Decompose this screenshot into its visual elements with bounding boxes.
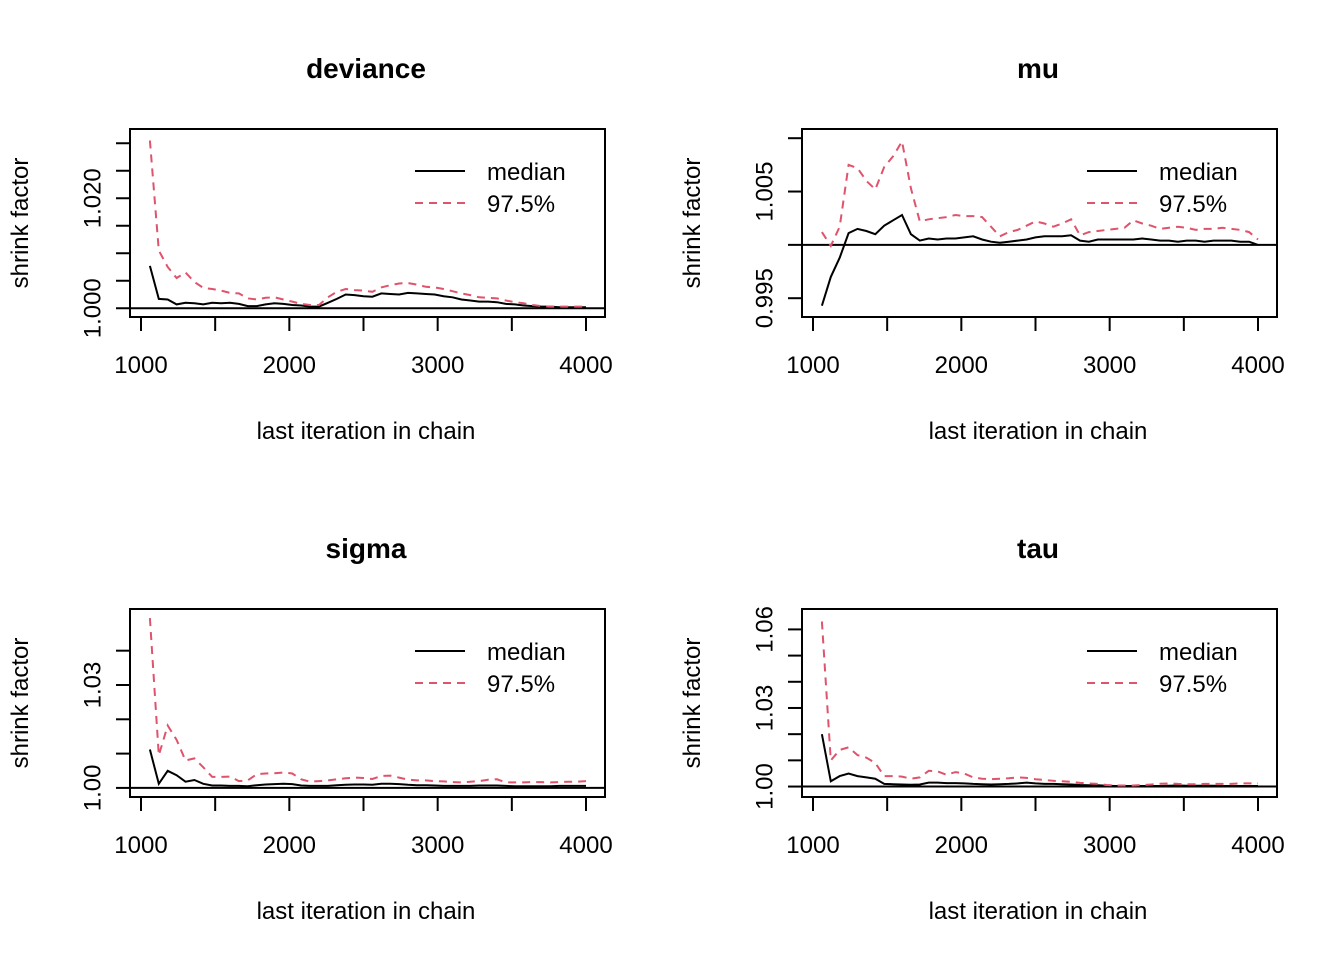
legend-label-median: median (487, 639, 566, 666)
y-axis-label: shrink factor (7, 158, 34, 289)
y-tick-label: 0.995 (751, 268, 778, 328)
x-axis-label: last iteration in chain (257, 418, 476, 445)
y-axis-label: shrink factor (679, 638, 706, 769)
panel-title: sigma (326, 533, 407, 564)
series-line-upper (148, 140, 586, 308)
legend-label-upper: 97.5% (487, 191, 555, 218)
plot-frame (801, 608, 1278, 798)
x-tick-label: 4000 (1231, 352, 1284, 379)
series-line-median (148, 265, 586, 309)
x-tick-label: 3000 (1083, 832, 1136, 859)
panel-title: mu (1017, 53, 1059, 84)
y-tick-label: 1.03 (79, 662, 106, 709)
y-tick-label: 1.000 (79, 278, 106, 338)
legend-label-median: median (487, 159, 566, 186)
series-line-upper (820, 621, 1258, 787)
series-line-median (820, 213, 1259, 306)
x-tick-label: 3000 (1083, 352, 1136, 379)
x-tick-label: 4000 (559, 352, 612, 379)
x-tick-label: 1000 (786, 352, 839, 379)
y-axis-label: shrink factor (7, 638, 34, 769)
series-line-upper (148, 618, 587, 784)
y-tick-label: 1.00 (751, 763, 778, 810)
series-line-median (148, 749, 586, 788)
x-axis-label: last iteration in chain (929, 418, 1148, 445)
x-tick-label: 2000 (935, 832, 988, 859)
legend-label-median: median (1159, 639, 1238, 666)
legend-label-upper: 97.5% (1159, 191, 1227, 218)
y-tick-label: 1.06 (751, 606, 778, 653)
y-tick-label: 1.005 (751, 162, 778, 222)
x-tick-label: 4000 (1231, 832, 1284, 859)
plot-frame (129, 608, 606, 798)
series-line-upper (821, 138, 1259, 248)
panel-sigma: sigma 1000 2000 3000 4000 1.00 1.03 last iterat… (7, 533, 613, 925)
panel-title: tau (1017, 533, 1059, 564)
x-axis-label: last iteration in chain (257, 898, 476, 925)
legend-label-median: median (1159, 159, 1238, 186)
x-tick-label: 4000 (559, 832, 612, 859)
x-tick-label: 2000 (935, 352, 988, 379)
plot-frame (801, 128, 1278, 318)
x-tick-label: 1000 (114, 352, 167, 379)
y-axis-label: shrink factor (679, 158, 706, 289)
y-tick-label: 1.03 (751, 685, 778, 732)
panel-mu: mu 1000 2000 3000 4000 0.995 1.005 last iterati… (679, 53, 1285, 445)
panel-deviance: deviance 1000 2000 3000 4000 1.000 1.020 last i… (7, 53, 613, 445)
x-tick-label: 2000 (263, 352, 316, 379)
x-tick-label: 1000 (786, 832, 839, 859)
x-tick-label: 1000 (114, 832, 167, 859)
x-tick-label: 3000 (411, 832, 464, 859)
panel-tau: tau 1000 2000 3000 4000 1.00 1.03 1.06 last iter… (679, 533, 1285, 925)
panel-title: deviance (306, 53, 426, 84)
x-axis-label: last iteration in chain (929, 898, 1148, 925)
legend-label-upper: 97.5% (487, 671, 555, 698)
x-tick-label: 3000 (411, 352, 464, 379)
legend-label-upper: 97.5% (1159, 671, 1227, 698)
y-tick-label: 1.00 (79, 765, 106, 812)
series-line-median (820, 734, 1258, 787)
y-tick-label: 1.020 (79, 168, 106, 228)
x-tick-label: 2000 (263, 832, 316, 859)
plot-frame (129, 128, 606, 318)
